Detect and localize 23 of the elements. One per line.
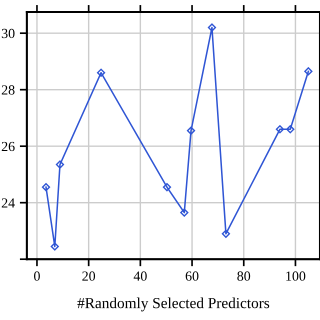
point: [208, 23, 216, 32]
x-axis-title: #Randomly Selected Predictors: [77, 297, 270, 312]
x-tick-label: 60: [186, 271, 198, 281]
x-tick-label: 80: [237, 271, 250, 281]
point: [286, 125, 294, 134]
y-tick-label: 28: [2, 85, 15, 95]
point: [276, 125, 284, 134]
x-tick-label: 20: [82, 271, 96, 281]
y-tick-label: 26: [2, 142, 15, 152]
point: [96, 68, 106, 77]
x-tick-label: 40: [134, 271, 147, 281]
point: [186, 126, 196, 135]
x-tick-label: 100: [286, 271, 306, 281]
point: [50, 242, 59, 251]
point: [304, 67, 312, 76]
y-tick-label: 30: [2, 28, 15, 38]
point: [222, 230, 230, 238]
point: [162, 183, 172, 192]
point: [180, 208, 188, 217]
y-tick-label: 24: [2, 198, 15, 208]
point: [42, 183, 50, 192]
x-tick-label: 0: [34, 271, 40, 281]
point: [56, 160, 64, 169]
